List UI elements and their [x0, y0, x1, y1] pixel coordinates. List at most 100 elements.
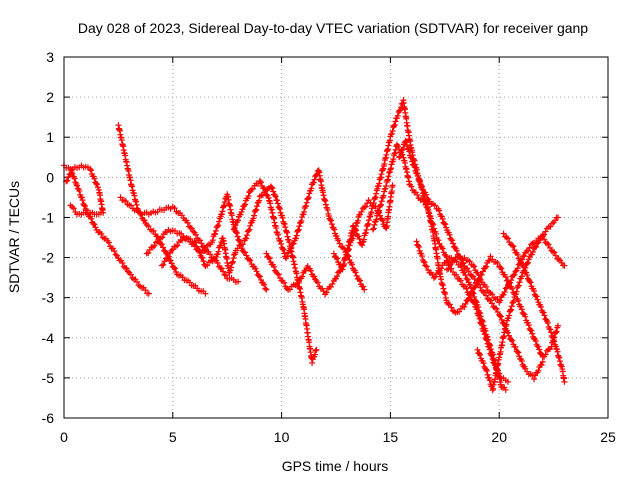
data-point [361, 286, 368, 293]
x-tick-label: 5 [169, 429, 177, 445]
data-point [514, 251, 521, 258]
data-point [458, 263, 465, 270]
data-point [353, 227, 360, 234]
series-track-8 [263, 182, 396, 298]
data-point [389, 182, 396, 189]
data-point [105, 239, 112, 246]
data-point [216, 242, 223, 249]
data-point [145, 290, 152, 297]
data-point [266, 255, 273, 262]
data-point [450, 240, 457, 247]
x-tick-labels: 0 5 10 15 20 25 [60, 429, 616, 445]
data-point [532, 338, 539, 345]
data-point [510, 272, 517, 279]
data-point [281, 250, 288, 257]
data-point [503, 321, 510, 328]
data-point [178, 230, 185, 237]
data-point [362, 229, 369, 236]
y-tick-label: -3 [42, 290, 55, 306]
data-point [415, 242, 422, 249]
data-point [94, 181, 101, 188]
data-point [517, 258, 524, 265]
data-point [71, 175, 78, 182]
data-point [274, 270, 281, 277]
data-point [505, 332, 512, 339]
data-point [360, 283, 367, 290]
data-point [483, 263, 490, 270]
data-point [503, 234, 510, 241]
x-tick-label: 0 [60, 429, 68, 445]
data-point [449, 237, 456, 244]
data-point [243, 232, 250, 239]
data-point [207, 251, 214, 258]
data-point [417, 181, 424, 188]
data-point [151, 242, 158, 249]
data-point [441, 220, 448, 227]
data-point [334, 255, 341, 262]
data-point [413, 170, 420, 177]
data-point [242, 249, 249, 256]
y-tick-label: -5 [42, 370, 55, 386]
data-point [309, 359, 316, 366]
data-point [336, 240, 343, 247]
data-point [509, 242, 516, 249]
data-point [541, 312, 548, 319]
data-point [265, 254, 272, 261]
data-point [305, 195, 312, 202]
data-point [295, 226, 302, 233]
data-point [311, 351, 318, 358]
x-tick-label: 15 [383, 429, 399, 445]
data-point [375, 210, 382, 217]
data-point [298, 217, 305, 224]
data-point [510, 243, 517, 250]
data-point [290, 240, 297, 247]
data-point [209, 237, 216, 244]
data-point [423, 191, 430, 198]
data-point [87, 165, 94, 172]
data-point [395, 143, 402, 150]
data-point [74, 182, 81, 189]
data-point [529, 249, 536, 256]
data-point [186, 279, 193, 286]
data-point [330, 250, 337, 257]
data-point [503, 284, 510, 291]
data-point [184, 219, 191, 226]
data-point [212, 227, 219, 234]
data-point [78, 194, 85, 201]
data-point [553, 328, 560, 335]
data-point [488, 300, 495, 307]
data-point [471, 293, 478, 300]
data-point [91, 175, 98, 182]
data-point [527, 279, 534, 286]
data-point [544, 240, 551, 247]
data-point [171, 205, 178, 212]
data-point [417, 178, 424, 185]
data-point [299, 273, 306, 280]
data-point [256, 273, 263, 280]
data-point [501, 288, 508, 295]
data-point [67, 202, 74, 209]
data-point [335, 237, 342, 244]
data-point [508, 277, 515, 284]
data-point [361, 204, 368, 211]
data-point [278, 240, 285, 247]
data-point [378, 201, 385, 208]
data-point [392, 118, 399, 125]
data-point [480, 322, 487, 329]
data-point [353, 272, 360, 279]
data-point [243, 252, 250, 259]
data-point [305, 194, 312, 201]
data-point [281, 279, 288, 286]
data-point [123, 265, 130, 272]
data-point [284, 253, 291, 260]
data-point [453, 247, 460, 254]
data-point [446, 301, 453, 308]
data-point [510, 299, 517, 306]
data-point [168, 260, 175, 267]
data-point [470, 262, 477, 269]
chart-title: Day 028 of 2023, Sidereal Day-to-day VTE… [78, 20, 588, 36]
data-point [526, 278, 533, 285]
data-point [419, 253, 426, 260]
data-point [385, 173, 392, 180]
data-point [161, 258, 168, 265]
